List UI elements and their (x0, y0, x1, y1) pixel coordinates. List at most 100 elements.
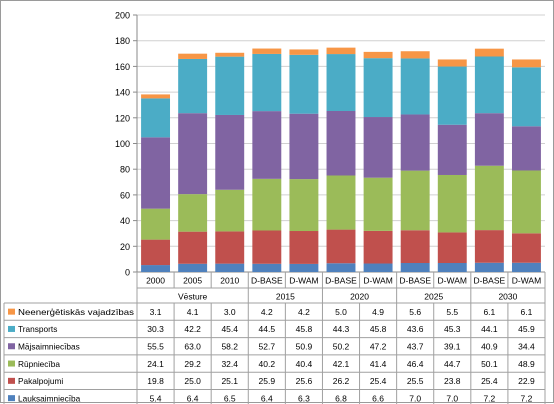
bar-segment (400, 58, 430, 115)
data-table-value: 55.5 (147, 341, 164, 351)
x-group-label: Vēsture (178, 292, 208, 302)
data-table-value: 43.7 (407, 341, 424, 351)
bar-segment (141, 137, 171, 209)
x-tick-label: D-BASE (251, 276, 283, 286)
bar-segment (474, 165, 504, 231)
data-table-value: 5.4 (150, 393, 162, 403)
bar-segment (289, 179, 319, 232)
y-tick-label: 200 (115, 11, 130, 21)
data-table-value: 6.1 (483, 307, 495, 317)
data-table-value: 32.4 (221, 359, 238, 369)
bar-segment (252, 230, 282, 264)
data-table-value: 50.2 (333, 341, 350, 351)
bar-segment (289, 231, 319, 264)
bar-segment (141, 98, 171, 138)
y-tick-label: 140 (115, 88, 130, 98)
legend-swatch (8, 343, 15, 350)
bar-segment (511, 170, 541, 234)
data-table-value: 45.4 (221, 324, 238, 334)
data-table-value: 45.8 (296, 324, 313, 334)
legend-label: Lauksaimniecība (18, 393, 81, 403)
bars (141, 47, 541, 272)
x-tick-label: D-BASE (474, 276, 506, 286)
data-table-value: 26.2 (333, 376, 350, 386)
bar-segment (326, 175, 356, 230)
bar-segment (437, 59, 467, 67)
legend-label: Mājsaimniecības (18, 341, 80, 351)
data-table-value: 42.1 (333, 359, 350, 369)
data-table-value: 25.1 (221, 376, 238, 386)
data-table-value: 25.9 (259, 376, 276, 386)
bar-segment (474, 56, 504, 114)
data-table-value: 44.3 (333, 324, 350, 334)
bar-segment (400, 230, 430, 264)
x-tick-label: D-WAM (438, 276, 467, 286)
data-table-value: 7.0 (446, 393, 458, 403)
bar-segment (141, 208, 171, 240)
y-tick-label: 80 (120, 165, 130, 175)
data-table-value: 46.4 (407, 359, 424, 369)
bar-segment (400, 170, 430, 231)
bar-segment (215, 189, 245, 232)
bar-segment (141, 265, 171, 272)
bar-segment (178, 194, 208, 232)
y-tick-label: 40 (120, 216, 130, 226)
bar-segment (437, 174, 467, 233)
x-tick-label: D-WAM (512, 276, 541, 286)
data-table-value: 7.2 (483, 393, 495, 403)
data-table-value: 25.4 (481, 376, 498, 386)
data-table-value: 19.8 (147, 376, 164, 386)
bar-segment (363, 117, 393, 178)
bar-segment (215, 114, 245, 190)
data-table-value: 25.5 (407, 376, 424, 386)
data-table-value: 6.6 (372, 393, 384, 403)
data-table-value: 43.6 (407, 324, 424, 334)
data-table-value: 5.6 (409, 307, 421, 317)
x-tick-label: 2005 (183, 276, 202, 286)
x-tick-label: D-BASE (325, 276, 357, 286)
bar-segment (178, 113, 208, 195)
data-table-value: 25.4 (370, 376, 387, 386)
data-table-value: 23.8 (444, 376, 461, 386)
data-table-value: 40.9 (481, 341, 498, 351)
data-table-value: 7.0 (409, 393, 421, 403)
data-table: 2000 2005 2010 D-BASE D-WAM D-BASE D-WAM D-BASE… (3, 272, 546, 404)
data-table-value: 24.1 (147, 359, 164, 369)
data-table-value: 44.5 (259, 324, 276, 334)
x-group-label: 2015 (276, 292, 295, 302)
bar-segment (437, 232, 467, 264)
x-group-label: 2020 (350, 292, 369, 302)
data-table-value: 29.2 (184, 359, 201, 369)
data-table-value: 25.6 (296, 376, 313, 386)
bar-segment (141, 94, 171, 99)
data-table-value: 40.2 (259, 359, 276, 369)
bar-segment (474, 48, 504, 57)
bar-segment (215, 52, 245, 57)
bar-segment (400, 114, 430, 171)
legend-label: Rūpniecība (18, 359, 60, 369)
bar-segment (289, 54, 319, 114)
data-table-value: 4.9 (372, 307, 384, 317)
y-tick-label: 100 (115, 139, 130, 149)
data-table-value: 48.9 (518, 359, 535, 369)
bar-segment (511, 67, 541, 127)
bar-segment (437, 66, 467, 125)
y-tick-label: 20 (120, 242, 130, 252)
bar-segment (215, 56, 245, 115)
x-group-label: 2025 (424, 292, 443, 302)
bar-segment (289, 113, 319, 180)
data-table-value: 4.2 (298, 307, 310, 317)
data-table-value: 3.0 (224, 307, 236, 317)
data-table-value: 40.4 (296, 359, 313, 369)
legend-swatch (8, 360, 15, 367)
bar-segment (363, 177, 393, 231)
bar-segment (178, 53, 208, 59)
bar-segment (326, 229, 356, 264)
data-table-value: 5.0 (335, 307, 347, 317)
legend-swatch (8, 308, 15, 315)
legend-label: Pakalpojumi (18, 376, 63, 386)
data-table-value: 25.0 (184, 376, 201, 386)
data-table-value: 22.9 (518, 376, 535, 386)
